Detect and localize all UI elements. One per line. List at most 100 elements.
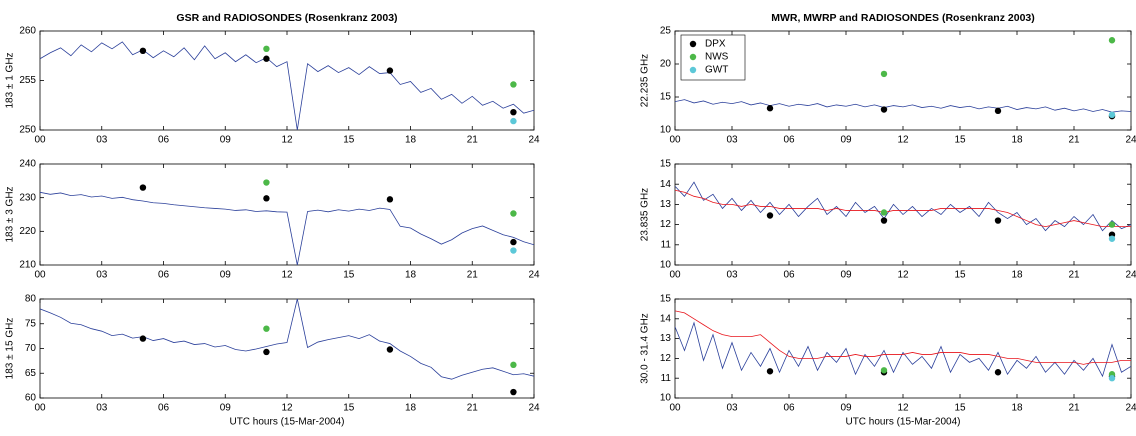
y-tick-label: 255 — [19, 75, 36, 86]
legend-label: DPX — [705, 39, 726, 50]
x-tick-label: 00 — [34, 270, 46, 281]
x-tick-label: 06 — [783, 403, 795, 414]
x-tick-label: 06 — [783, 270, 795, 281]
y-axis-label: 183 ± 1 GHz — [5, 52, 16, 108]
legend-label: GWT — [705, 65, 728, 76]
x-tick-label: 24 — [528, 403, 540, 414]
x-tick-label: 21 — [1068, 135, 1080, 146]
scatter-point — [263, 55, 270, 62]
scatter-point — [263, 348, 270, 356]
x-tick-label: 15 — [954, 270, 966, 281]
x-tick-label: 03 — [726, 270, 738, 281]
line-series — [40, 299, 534, 380]
legend-marker — [689, 66, 697, 74]
line-series — [675, 181, 1131, 232]
x-tick-label: 06 — [158, 270, 170, 281]
scatter-point — [1108, 111, 1116, 119]
x-tick-label: 06 — [783, 135, 795, 146]
scatter-point — [510, 361, 517, 369]
x-tick-label: 09 — [220, 403, 232, 414]
x-tick-label: 09 — [840, 135, 852, 146]
x-tick-label: 00 — [34, 403, 46, 414]
x-tick-label: 18 — [1011, 403, 1023, 414]
scatter-point — [766, 105, 774, 112]
x-tick-label: 18 — [405, 403, 417, 414]
y-axis-label: 183 ± 15 GHz — [5, 318, 16, 380]
y-tick-label: 15 — [660, 92, 672, 103]
plot-frame — [674, 30, 1132, 131]
line-series — [675, 99, 1131, 113]
legend-label: NWS — [705, 52, 729, 63]
y-tick-label: 260 — [19, 26, 36, 37]
panel: MWR, MWRP and RADIOSONDES (Rosenkranz 20… — [640, 12, 1136, 146]
chart-title: MWR, MWRP and RADIOSONDES (Rosenkranz 20… — [771, 12, 1035, 24]
x-tick-label: 21 — [467, 270, 479, 281]
x-tick-label: 12 — [897, 135, 909, 146]
line-series — [40, 191, 534, 265]
panel: 183 ± 3 GHz 00 03 06 09 12 15 18 21 24 210 220 230 24… — [5, 159, 540, 281]
x-tick-label: 03 — [726, 403, 738, 414]
y-axis-label: 30.0 - 31.4 GHz — [640, 313, 651, 384]
x-tick-label: 12 — [897, 270, 909, 281]
x-tick-label: 06 — [158, 403, 170, 414]
y-tick-label: 10 — [660, 125, 672, 136]
x-tick-label: 09 — [840, 270, 852, 281]
x-tick-label: 18 — [1011, 135, 1023, 146]
y-axis-label: 23.835 GHz — [640, 188, 651, 241]
scatter-point — [994, 107, 1002, 115]
scatter-point — [1108, 221, 1116, 228]
x-tick-label: 12 — [281, 135, 293, 146]
y-tick-label: 10 — [660, 393, 672, 404]
plot-frame — [39, 30, 535, 131]
scatter-point — [386, 346, 394, 353]
x-tick-label: 15 — [954, 135, 966, 146]
y-tick-label: 14 — [660, 179, 672, 190]
x-tick-label: 00 — [669, 403, 681, 414]
scatter-point — [880, 367, 888, 374]
x-tick-label: 12 — [281, 270, 293, 281]
x-tick-label: 18 — [405, 135, 417, 146]
y-tick-label: 15 — [660, 159, 672, 170]
panel: 30.0 - 31.4 GHz UTC hours (15-Mar-2004) 00… — [640, 294, 1136, 428]
y-tick-label: 220 — [19, 226, 36, 237]
x-tick-label: 18 — [405, 270, 417, 281]
y-tick-label: 65 — [25, 368, 37, 379]
y-tick-label: 20 — [660, 59, 672, 70]
y-tick-label: 13 — [660, 333, 672, 344]
x-tick-label: 21 — [467, 403, 479, 414]
x-tick-label: 24 — [528, 135, 540, 146]
x-tick-label: 03 — [96, 403, 108, 414]
scatter-point — [263, 179, 270, 186]
x-tick-label: 06 — [158, 135, 170, 146]
scatter-point — [766, 212, 774, 219]
panel: 183 ± 15 GHz UTC hours (15-Mar-2004) 00 03 0… — [5, 294, 540, 428]
y-tick-label: 12 — [660, 219, 672, 230]
scatter-point — [139, 184, 147, 191]
panel: GSR and RADIOSONDES (Rosenkranz 2003) 183… — [5, 12, 540, 146]
y-tick-label: 13 — [660, 199, 672, 210]
x-tick-label: 00 — [34, 135, 46, 146]
panel: 23.835 GHz 00 03 06 09 12 15 18 21 24 10 11 12 13 14 15 — [640, 159, 1136, 281]
y-tick-label: 60 — [25, 393, 37, 404]
scatter-point — [510, 247, 517, 254]
x-tick-label: 15 — [343, 270, 355, 281]
x-tick-label: 03 — [96, 135, 108, 146]
x-tick-label: 18 — [1011, 270, 1023, 281]
scatter-point — [994, 369, 1002, 376]
scatter-point — [880, 70, 888, 78]
y-tick-label: 25 — [660, 26, 672, 37]
line-series — [40, 41, 534, 130]
x-tick-label: 15 — [343, 135, 355, 146]
y-tick-label: 240 — [19, 159, 36, 170]
x-tick-label: 09 — [840, 403, 852, 414]
scatter-point — [766, 368, 774, 375]
x-tick-label: 15 — [954, 403, 966, 414]
scatter-point — [263, 325, 270, 332]
y-axis-label: 22.235 GHz — [640, 54, 651, 107]
x-tick-label: 24 — [1125, 403, 1136, 414]
scatter-point — [510, 117, 517, 125]
scatter-point — [510, 238, 517, 246]
y-tick-label: 230 — [19, 192, 36, 203]
scatter-point — [386, 196, 394, 203]
